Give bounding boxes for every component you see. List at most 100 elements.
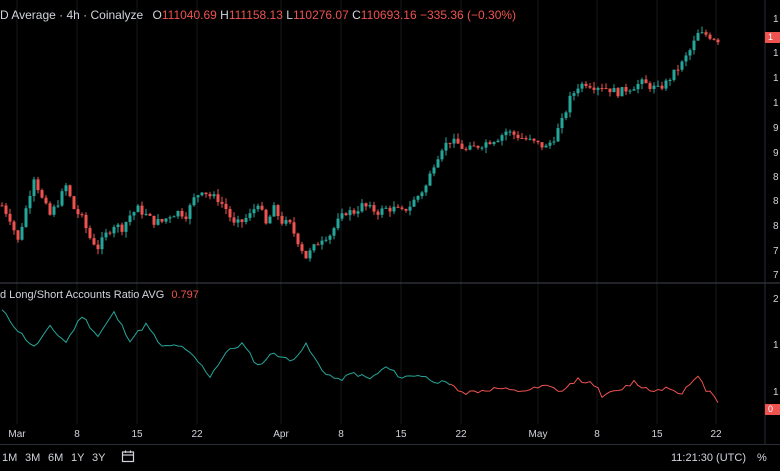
candle-body [60, 191, 64, 206]
ratio-axis-label: 1 [773, 340, 779, 351]
candle-body [340, 213, 344, 219]
candle-body [336, 218, 340, 229]
candle-body [664, 80, 668, 89]
candle-body [392, 206, 396, 212]
candle-body [552, 141, 556, 143]
candle-body [584, 83, 588, 87]
candle-body [160, 219, 164, 222]
timeframe-1y-button[interactable]: 1Y [71, 452, 85, 464]
candle-body [292, 222, 296, 234]
price-axis-label: 7 [773, 270, 779, 281]
candle-body [120, 224, 124, 232]
candle-body [476, 145, 480, 148]
candle-body [48, 203, 52, 215]
timeframe-3m-button[interactable]: 3M [25, 452, 41, 464]
date-label: 15 [651, 429, 663, 440]
candle-body [216, 194, 220, 202]
date-label: Mar [8, 429, 26, 440]
candle-body [688, 50, 692, 56]
price-axis-label: 9 [773, 123, 779, 134]
candle-body [456, 138, 460, 144]
indicator-header: d Long/Short Accounts Ratio AVG 0.797 [0, 289, 199, 301]
candle-body [356, 211, 360, 214]
candle-body [692, 40, 696, 51]
candle-body [40, 190, 44, 198]
ratio-series-green [1, 309, 451, 386]
last-price-tag: 1 [765, 32, 780, 43]
candle-body [36, 179, 40, 191]
date-label: 15 [395, 429, 407, 440]
candle-body [156, 219, 160, 225]
candle-body [168, 217, 172, 219]
candle-body [112, 227, 116, 234]
date-label: Apr [273, 429, 289, 440]
candle-body [288, 220, 292, 223]
calendar-icon[interactable] [121, 449, 135, 463]
candle-body [424, 185, 428, 193]
timeframe-1m-button[interactable]: 1M [2, 452, 18, 464]
price-axis-label: 1 [773, 14, 779, 25]
candle-body [540, 142, 544, 148]
price-axis-label: 1 [773, 98, 779, 109]
candle-body [452, 138, 456, 144]
candle-body [652, 85, 656, 89]
candle-body [680, 61, 684, 70]
candle-body [712, 38, 716, 40]
candle-body [472, 145, 476, 147]
candle-body [64, 185, 68, 192]
candle-body [260, 205, 264, 210]
candle-body [568, 95, 572, 113]
price-axis-label: 7 [773, 246, 779, 257]
ratio-series-red [449, 375, 719, 403]
timeframe-3y-button[interactable]: 3Y [92, 452, 106, 464]
candle-body [624, 87, 628, 92]
timeframe-6m-button[interactable]: 6M [48, 452, 64, 464]
candle-body [548, 142, 552, 146]
high-value: 111158.13 [228, 8, 283, 22]
candle-body [524, 138, 528, 140]
date-label: 22 [191, 429, 203, 440]
candle-body [324, 239, 328, 241]
candle-body [272, 205, 276, 217]
candle-body [368, 205, 372, 207]
candle-body [572, 93, 576, 96]
candle-body [116, 224, 120, 228]
percent-scale-toggle[interactable]: % [757, 452, 767, 464]
date-label: 22 [455, 429, 467, 440]
candle-body [588, 86, 592, 88]
utc-clock[interactable]: 11:21:30 (UTC) [671, 452, 746, 464]
candle-body [204, 192, 208, 195]
candle-body [136, 205, 140, 213]
date-label: 22 [710, 429, 722, 440]
candle-body [436, 159, 440, 168]
candle-body [76, 209, 80, 215]
candle-body [440, 150, 444, 160]
high-label: H [220, 8, 229, 22]
candle-body [280, 216, 284, 224]
candle-body [244, 217, 248, 223]
candle-body [644, 79, 648, 84]
open-label: O [152, 8, 162, 22]
candle-body [512, 131, 516, 135]
candle-body [716, 39, 720, 43]
price-axis-label: 9 [773, 148, 779, 159]
candle-body [152, 215, 156, 225]
candle-body [412, 199, 416, 207]
candle-body [264, 209, 268, 224]
bottom-toolbar: 1M 3M 6M 1Y 3Y 11:21:30 (UTC) % [0, 444, 780, 471]
candle-body [188, 205, 192, 219]
candle-body [604, 88, 608, 90]
candle-body [164, 218, 168, 222]
candle-body [564, 112, 568, 118]
candle-body [580, 83, 584, 89]
candle-body [308, 250, 312, 259]
candle-body [612, 88, 616, 93]
candle-body [556, 128, 560, 142]
candle-body [600, 88, 604, 90]
candle-body [88, 228, 92, 239]
price-axis-label: 1 [773, 48, 779, 59]
candle-body [236, 219, 240, 223]
candle-body [304, 250, 308, 259]
candle-body [504, 131, 508, 136]
